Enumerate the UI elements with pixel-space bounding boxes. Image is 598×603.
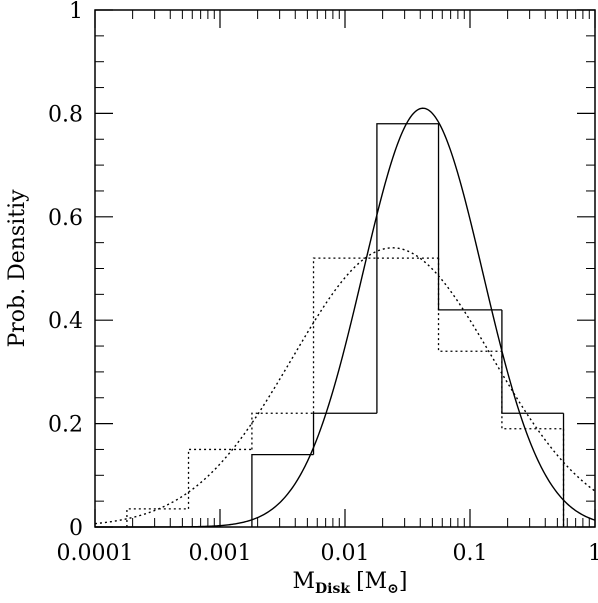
x-tick-label: 0.01 [321,541,370,566]
tick-labels-layer: 0.0001 0.001 0.01 0.1 1 0 0.2 0.4 0.6 0.8 1 [48,0,598,566]
dotted-histogram-bar [501,351,564,430]
ticks-layer [94,9,596,528]
solid-histogram-bar [501,309,564,414]
y-tick-label: 0.4 [48,309,83,334]
y-tick-label: 0.2 [48,413,83,438]
y-tick-label: 0.6 [48,206,83,231]
y-tick-label: 0 [69,516,83,541]
y-axis-label: Prob. Densitiy [5,189,30,348]
histogram-layer [126,123,565,527]
x-tick-label: 0.0001 [57,541,134,566]
x-axis-label-unit-symbol: ⊙ [387,581,399,597]
plot-frame [94,9,596,528]
curves-layer [94,107,596,528]
x-axis-label: MDisk [M⊙] [292,569,407,597]
y-tick-label: 0.8 [48,102,83,127]
x-tick-label: 0.1 [453,541,488,566]
x-axis-label-unit: [M [356,569,387,594]
solid-histogram-bar [251,453,314,527]
solid-histogram-bar [437,123,502,311]
dotted-histogram-bar [437,258,502,352]
dotted-histogram-bar [187,448,252,509]
y-tick-label: 1 [69,0,83,24]
solid-fit-curve [95,107,596,528]
x-tick-label: 1 [588,541,598,566]
x-axis-label-prefix: M [292,569,315,594]
x-axis-label-unit-close: ] [399,569,408,594]
dotted-histogram-bar [126,508,189,527]
dotted-histogram-bar [312,257,377,414]
x-tick-label: 0.001 [189,541,252,566]
solid-histogram-bar [312,412,377,455]
solid-histogram-bar [376,123,439,414]
x-axis-label-subscript: Disk [315,581,350,597]
dotted-fit-curve [94,247,596,525]
dotted-histogram-bar [251,412,314,450]
